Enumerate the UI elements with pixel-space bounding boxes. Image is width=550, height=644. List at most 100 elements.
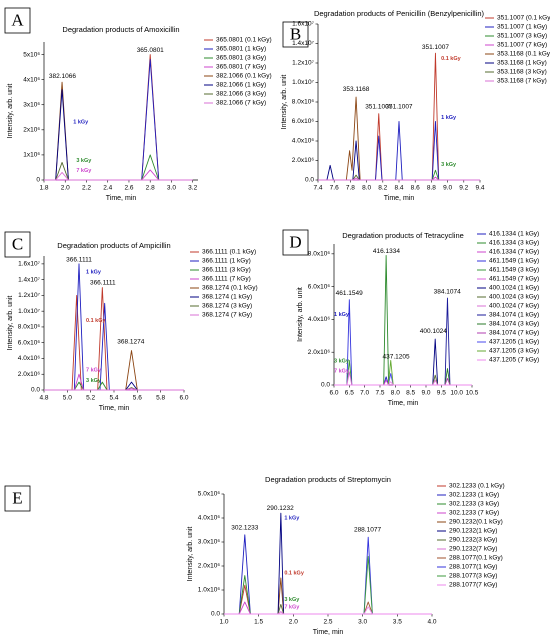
panel-letter-box [4, 7, 31, 34]
legend-label: 365.0801 (3 kGy) [216, 55, 266, 62]
annotation: 351.1007 [385, 103, 412, 110]
panel: C Degradation products of Ampicillin 4.8 5.… [4, 231, 258, 412]
trace [44, 373, 184, 391]
legend-label: 416.1334 (1 kGy) [489, 231, 539, 238]
trace [44, 387, 184, 391]
x-tick-label: 2.0 [289, 619, 298, 626]
y-tick-label: 2.0x10⁶ [198, 563, 221, 570]
trace [318, 169, 480, 181]
trace [224, 601, 432, 615]
x-tick-label: 1.8 [39, 185, 48, 192]
panel-letter: A [11, 10, 24, 29]
legend-label: 400.1024 (3 kGy) [489, 294, 539, 301]
legend-label: 382.1066 (3 kGy) [216, 91, 266, 98]
annotation: 7 kGy [284, 604, 300, 610]
x-tick-label: 2.5 [323, 619, 332, 626]
annotation: 302.1233 [231, 524, 258, 531]
trace [334, 299, 472, 386]
x-axis-label: Time, min [106, 195, 137, 202]
panel-letter: B [290, 24, 301, 43]
y-tick-label: 5.0x10⁶ [198, 491, 221, 498]
annotation: 461.1549 [336, 290, 363, 297]
chart-title: Degradation products of Ampicillin [57, 241, 170, 250]
panel: A Degradation products of Amoxicillin 1.8 2… [4, 7, 272, 202]
annotation: 1 kGy [86, 270, 102, 276]
legend-label: 384.1074 (7 kGy) [489, 330, 539, 337]
annotation: 3 kGy [284, 597, 300, 603]
trace [224, 601, 432, 615]
x-tick-label: 5.6 [133, 395, 142, 402]
legend-label: 437.1205 (7 kGy) [489, 357, 539, 364]
y-tick-label: 8.0x10⁶ [292, 99, 315, 106]
annotation: 400.1024 [420, 328, 447, 335]
y-tick-label: 4.0x10⁶ [308, 316, 331, 323]
x-tick-label: 6.0 [179, 395, 188, 402]
legend-label: 384.1074 (1 kGy) [489, 312, 539, 319]
legend-label: 366.1111 (0.1 kGy) [202, 249, 256, 256]
y-tick-label: 2x10⁶ [23, 127, 40, 134]
y-axis-label: Intensity, arb. unit [297, 287, 304, 342]
y-tick-label: 6.0x10⁶ [308, 283, 331, 290]
trace [334, 376, 472, 386]
chart-title: Degradation products of Streptomycin [265, 475, 391, 484]
legend-label: 351.1007 (7 kGy) [497, 42, 547, 49]
x-tick-label: 3.5 [393, 619, 402, 626]
trace [224, 606, 432, 615]
annotation: 351.1007 [365, 103, 392, 110]
x-tick-label: 5.0 [63, 395, 72, 402]
legend-label: 416.1334 (3 kGy) [489, 240, 539, 247]
x-tick-label: 1.5 [254, 619, 263, 626]
y-tick-label: 1.6x10⁷ [292, 21, 315, 28]
legend-label: 416.1334 (7 kGy) [489, 249, 539, 256]
x-tick-label: 7.6 [330, 185, 339, 192]
x-tick-label: 8.0 [362, 185, 371, 192]
y-axis-label: Intensity, arb. unit [187, 527, 194, 582]
trace [318, 174, 480, 181]
legend-label: 382.1066 (0.1 kGy) [216, 73, 272, 80]
x-tick-label: 8.0 [391, 390, 400, 397]
y-tick-label: 0.0 [31, 387, 40, 394]
x-tick-label: 5.2 [86, 395, 95, 402]
y-tick-label: 1.4x10⁷ [18, 276, 41, 283]
annotation: 7 kGy [76, 168, 92, 174]
legend-label: 288.1077(7 kGy) [449, 582, 497, 589]
trace [44, 81, 193, 181]
annotation: 0.1 kGy [441, 56, 462, 62]
chart-title: Degradation products of Amoxicillin [62, 25, 179, 34]
y-tick-label: 0.0 [305, 177, 314, 184]
y-tick-label: 1.0x10⁶ [198, 587, 221, 594]
trace [224, 584, 432, 615]
legend-label: 288.1077(3 kGy) [449, 573, 497, 580]
legend-label: 351.1007 (3 kGy) [497, 33, 547, 40]
legend-label: 365.0801 (1 kGy) [216, 46, 266, 53]
x-tick-label: 3.0 [167, 185, 176, 192]
annotation: 1 kGy [441, 115, 457, 121]
x-tick-label: 7.0 [360, 390, 369, 397]
x-axis-label: Time, min [99, 405, 130, 412]
y-tick-label: 3x10⁶ [23, 101, 40, 108]
x-tick-label: 10.0 [450, 390, 463, 397]
trace [224, 536, 432, 615]
legend-label: 368.1274 (0.1 kGy) [202, 285, 258, 292]
y-axis-label: Intensity, arb. unit [281, 75, 288, 130]
x-tick-label: 9.4 [475, 185, 484, 192]
y-axis-label: Intensity, arb. unit [7, 84, 14, 139]
y-tick-label: 2.0x10⁶ [292, 157, 315, 164]
annotation: 7 kGy [86, 367, 102, 373]
annotation: 351.1007 [422, 44, 449, 51]
y-tick-label: 1.0x10⁷ [292, 79, 315, 86]
trace [224, 534, 432, 615]
x-tick-label: 4.0 [427, 619, 436, 626]
x-tick-label: 4.8 [39, 395, 48, 402]
x-tick-label: 3.2 [188, 185, 197, 192]
legend-label: 290.1232(1 kGy) [449, 528, 497, 535]
annotation: 365.0801 [137, 47, 164, 54]
x-tick-label: 2.8 [146, 185, 155, 192]
trace [44, 350, 184, 391]
x-tick-label: 7.8 [346, 185, 355, 192]
x-tick-label: 3.0 [358, 619, 367, 626]
y-tick-label: 3.0x10⁶ [198, 539, 221, 546]
legend-label: 400.1024 (1 kGy) [489, 285, 539, 292]
